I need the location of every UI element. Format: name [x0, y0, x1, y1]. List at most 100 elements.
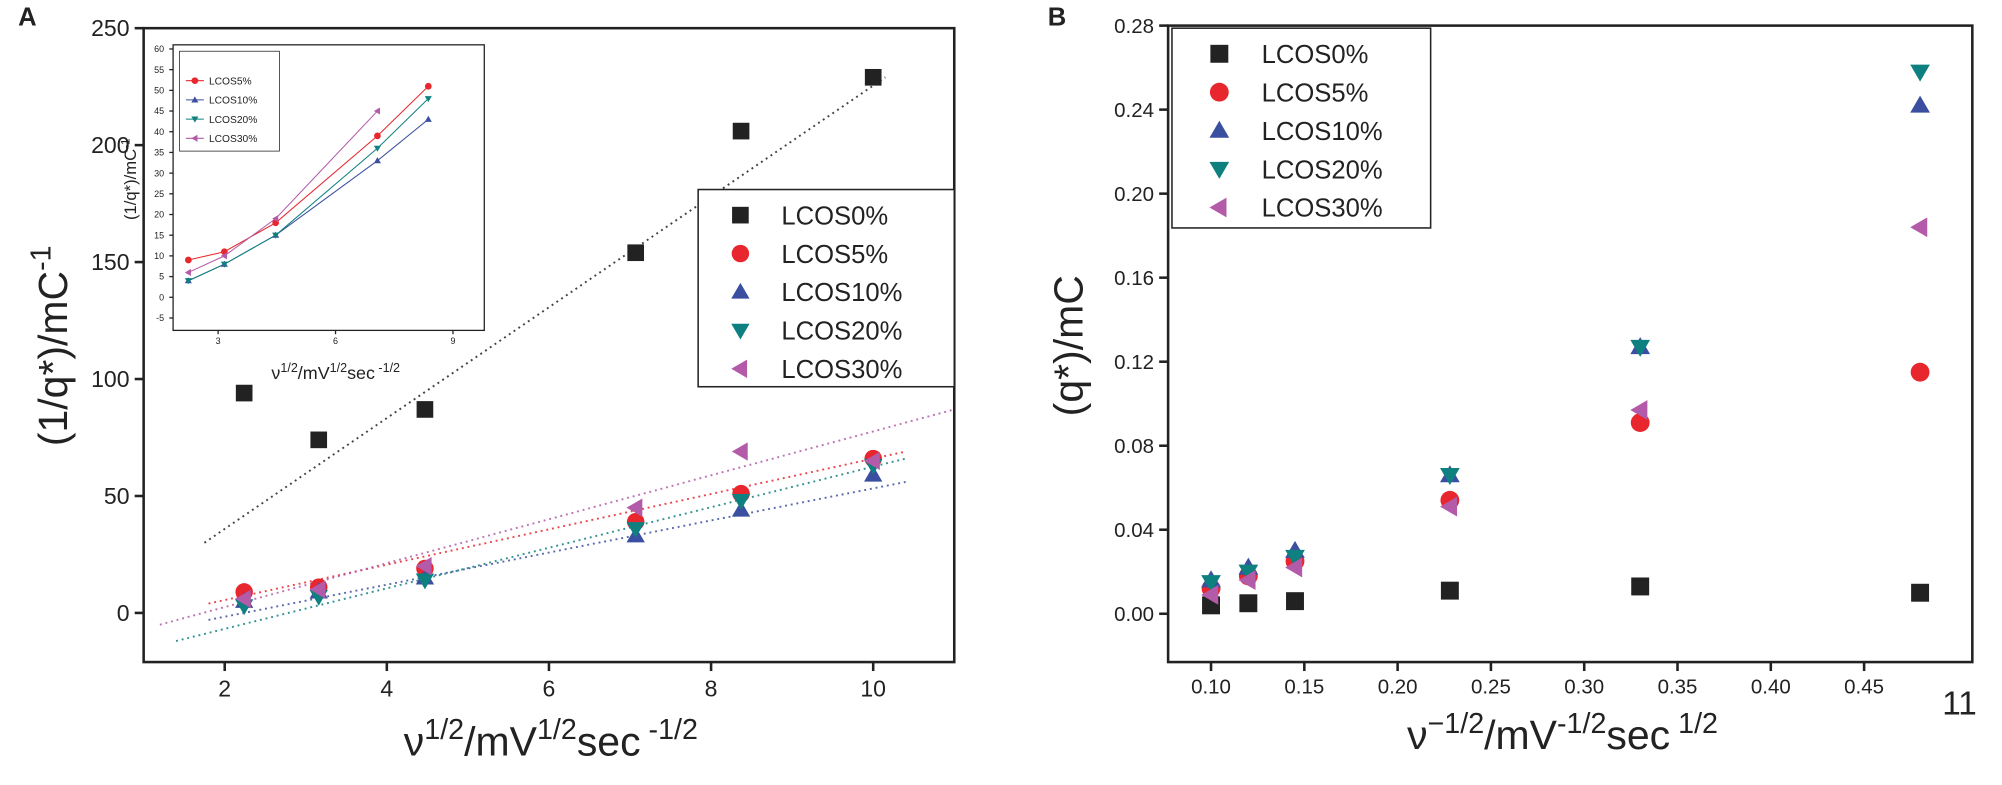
y-axis-label-part: -1 — [25, 245, 57, 270]
marker — [1910, 217, 1928, 238]
legend-marker — [191, 134, 198, 142]
legend-label: LCOS5% — [1262, 79, 1369, 107]
legend-label: LCOS20% — [209, 115, 257, 126]
y-tick-label: 0.08 — [1114, 435, 1154, 458]
legend-label: LCOS30% — [209, 134, 257, 145]
legend-marker — [191, 96, 199, 103]
marker — [310, 431, 328, 449]
panel: 0.10 0.15 0.20 0.25 0.30 0.35 0.40 0.45 0.00 0.04… — [1045, 4, 1976, 759]
marker — [1440, 581, 1459, 600]
x-axis-label-part: 1/2 — [424, 714, 464, 746]
marker — [416, 401, 434, 418]
y-tick-label: 40 — [154, 127, 164, 137]
marker — [864, 451, 880, 471]
fit-line — [208, 481, 906, 621]
marker — [1440, 467, 1460, 485]
x-axis-label-part: −1/2 — [1428, 708, 1485, 740]
y-axis-label-part: (1/q*)/mC — [30, 271, 76, 446]
x-axis-label: ν1/2/mV1/2sec -1/2 — [271, 361, 400, 383]
x-tick-label: 0.20 — [1378, 676, 1418, 699]
x-axis-label-part: -1/2 — [641, 714, 698, 746]
marker — [235, 589, 251, 609]
marker — [1630, 339, 1651, 357]
y-tick-label: 5 — [159, 272, 164, 282]
marker — [374, 132, 381, 140]
legend-label: LCOS10% — [1262, 118, 1383, 146]
plot-area — [159, 68, 955, 642]
y-axis-label: (q*)/mC — [1045, 275, 1091, 416]
legend-label: LCOS0% — [781, 202, 888, 230]
x-tick-label: 0.45 — [1844, 676, 1884, 699]
marker — [1238, 564, 1259, 582]
x-axis-label-part: sec — [577, 719, 641, 765]
y-tick-label: 0.24 — [1114, 99, 1154, 122]
y-tick-label: 0.04 — [1114, 519, 1154, 542]
x-tick-label: 8 — [705, 675, 718, 701]
x-tick-label: 0.10 — [1191, 676, 1231, 699]
x-axis-label-part: sec — [1606, 712, 1670, 758]
y-axis-label: (1/q*)/mC-1 — [25, 245, 75, 446]
marker — [626, 498, 643, 517]
x-axis-label-part: ν — [1407, 712, 1427, 758]
marker — [1440, 496, 1458, 517]
marker — [272, 232, 280, 239]
marker — [185, 256, 192, 264]
marker — [1201, 584, 1219, 605]
x-axis-label-part: ν — [404, 719, 424, 765]
x-axis-label-part: 1/2 — [330, 361, 347, 375]
legend-label: LCOS30% — [1262, 195, 1383, 223]
x-axis-label: ν−1/2/mV-1/2sec 1/2 — [1407, 708, 1718, 758]
legend-marker — [731, 244, 750, 263]
legend-marker — [1209, 197, 1227, 218]
legend-label: LCOS5% — [209, 76, 252, 87]
x-tick-label: 4 — [380, 675, 393, 701]
marker — [864, 68, 882, 86]
y-tick-label: 0 — [117, 600, 130, 626]
y-tick-label: 25 — [154, 189, 164, 199]
x-tick-label: 0.35 — [1658, 676, 1698, 699]
marker — [415, 573, 435, 590]
plot-frame — [1166, 24, 1974, 664]
x-tick-label: 0.30 — [1564, 676, 1604, 699]
legend: LCOS0% LCOS5% LCOS10% LCOS20% LCOS30% — [697, 188, 956, 388]
x-axis-label-part: 1/2 — [280, 361, 297, 375]
legend-marker — [731, 323, 750, 340]
marker — [373, 157, 381, 164]
y-tick-label: 0.12 — [1114, 351, 1154, 374]
y-tick-label: 200 — [91, 132, 129, 158]
x-axis-label-part: 1/2 — [537, 714, 577, 746]
y-tick-label: 150 — [91, 249, 129, 275]
y-tick-label: 55 — [154, 65, 164, 75]
y-tick-label: 10 — [154, 251, 164, 261]
legend-label: LCOS20% — [1262, 156, 1383, 184]
x-axis-label-part: ν — [271, 363, 280, 383]
panel-label: A — [18, 4, 37, 32]
y-tick-label: 0.16 — [1114, 267, 1154, 290]
marker — [627, 244, 645, 262]
marker — [220, 261, 228, 268]
marker — [184, 278, 192, 285]
marker — [235, 384, 253, 402]
y-tick-label: 30 — [154, 168, 164, 178]
marker — [373, 145, 381, 152]
legend: LCOS5% LCOS10% LCOS20% LCOS30% — [179, 50, 280, 152]
fit-line — [203, 76, 886, 544]
legend-marker — [1210, 44, 1229, 63]
legend-marker — [731, 359, 748, 378]
x-tick-label: 10 — [860, 675, 886, 701]
marker — [1911, 583, 1930, 602]
y-tick-label: 45 — [154, 106, 164, 116]
panel: 3 6 9-5051015202530354045505560ν1/2/mV1/2s… — [119, 44, 485, 383]
marker — [732, 122, 750, 140]
y-tick-label: 50 — [104, 483, 130, 509]
y-tick-label: 0.00 — [1114, 603, 1154, 626]
x-axis-label: ν1/2/mV1/2sec -1/2 — [404, 714, 698, 764]
panel-label: B — [1048, 4, 1067, 32]
legend-marker — [732, 206, 749, 224]
annotation: 11 — [1942, 686, 1977, 723]
y-tick-label: 0.20 — [1114, 183, 1154, 206]
y-tick-label: 15 — [154, 230, 164, 240]
